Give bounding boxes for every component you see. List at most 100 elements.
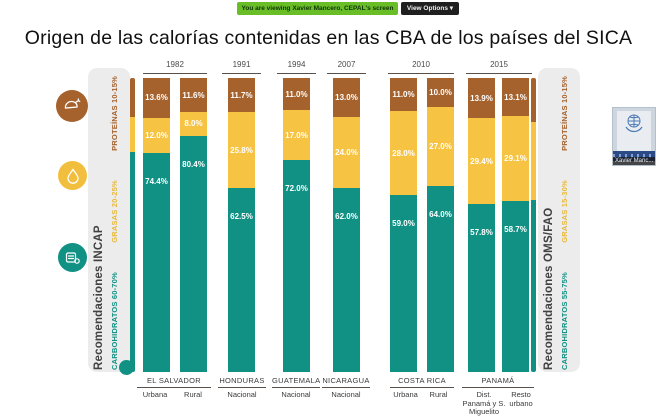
incap-recommendations-panel	[88, 68, 130, 372]
strip-fats-segment	[130, 117, 135, 152]
country-label: COSTA RICA	[390, 376, 454, 388]
proteins-segment: 11.0%	[283, 78, 310, 111]
bar-panama-dist-panama: 13.9% 29.4% 57.8%	[468, 78, 495, 372]
segment-value: 13.0%	[335, 92, 358, 102]
year-header-1982: 1982	[143, 60, 207, 74]
segment-value: 11.0%	[392, 90, 415, 99]
carbohydrates-segment: 64.0%	[427, 185, 454, 372]
strip-proteins-segment	[531, 78, 536, 122]
country-label: GUATEMALA	[272, 376, 320, 388]
proteins-segment: 13.9%	[468, 78, 495, 119]
country-label: PANAMÁ	[462, 376, 534, 388]
carbohydrates-segment: 72.0%	[283, 160, 310, 372]
chevron-down-icon: ▾	[449, 5, 454, 12]
fats-segment: 29.4%	[468, 118, 495, 204]
un-emblem-icon	[617, 111, 651, 155]
bar-guatemala-nacional: 11.0% 17.0% 72.0%	[283, 78, 310, 372]
participant-name-caption: Xavier Manc...	[613, 157, 655, 165]
carbohydrates-segment: 57.8%	[468, 203, 495, 372]
bar-el-salvador-rural: 11.6% 8.0% 80.4%	[180, 78, 207, 372]
proteins-segment: 11.0%	[390, 78, 417, 111]
proteins-segment: 11.6%	[180, 78, 207, 113]
carbohydrates-segment: 74.4%	[143, 153, 170, 372]
segment-value: 74.4%	[145, 177, 168, 187]
carbohydrates-bread-icon	[58, 243, 87, 272]
segment-value: 62.5%	[230, 212, 253, 222]
carbohydrates-segment: 59.0%	[390, 195, 417, 372]
segment-value: 17.0%	[285, 130, 308, 140]
country-label: EL SALVADOR	[137, 376, 211, 388]
subgroup-label: Rural	[184, 390, 202, 399]
strip-proteins-segment	[130, 78, 135, 117]
country-label: NICARAGUA	[322, 376, 370, 388]
subgroup-label: Nacional	[281, 390, 311, 399]
segment-value: 11.7%	[230, 90, 253, 100]
fats-segment: 28.0%	[390, 111, 417, 195]
strip-carbohydrates-segment	[531, 200, 536, 372]
subgroup-label: Nacional	[331, 390, 361, 399]
participant-video-tile[interactable]: Xavier Manc...	[612, 107, 656, 166]
subgroup-label: Nacional	[227, 390, 257, 399]
segment-value: 57.8%	[470, 227, 493, 237]
year-header-2015: 2015	[466, 60, 532, 74]
video-tile-banner	[613, 151, 655, 161]
segment-value: 10.0%	[429, 88, 452, 98]
year-header-1994: 1994	[277, 60, 316, 74]
segment-value: 80.4%	[182, 159, 205, 169]
subgroup-label: Urbana	[142, 390, 168, 399]
page-title: Origen de las calorías contenidas en las…	[24, 27, 633, 49]
segment-value: 64.0%	[429, 209, 452, 219]
segment-value: 8.0%	[184, 119, 203, 129]
bar-costa-rica-rural: 10.0% 27.0% 64.0%	[427, 78, 454, 372]
bar-honduras-nacional: 11.7% 25.8% 62.5%	[228, 78, 255, 372]
segment-value: 29.1%	[504, 154, 527, 164]
country-group-costa-rica: COSTA RICA Urbana Rural	[390, 376, 454, 400]
segment-value: 25.8%	[230, 145, 253, 155]
year-header-2007: 2007	[327, 60, 366, 74]
subgroup-label: Dist. Panamá y S. Miguelito	[462, 390, 506, 417]
segment-value: 13.1%	[504, 92, 527, 102]
country-group-guatemala: GUATEMALA Nacional	[272, 376, 320, 400]
incap-range-strip	[130, 78, 135, 372]
screen-share-banner: You are viewing Xavier Mancero, CEPAL's …	[237, 2, 398, 15]
view-options-label: View Options	[406, 5, 448, 12]
carbohydrates-segment: 62.5%	[228, 188, 255, 372]
country-group-honduras: HONDURAS Nacional	[218, 376, 266, 400]
oms-fao-range-strip	[531, 78, 536, 372]
segment-value: 11.0%	[285, 89, 308, 99]
fats-segment: 27.0%	[427, 107, 454, 186]
decorative-teal-dot	[119, 360, 134, 375]
segment-value: 62.0%	[335, 211, 358, 221]
segment-value: 72.0%	[285, 184, 308, 194]
segment-value: 59.0%	[392, 219, 415, 228]
segment-value: 28.0%	[392, 148, 415, 158]
stacked-bar-chart: 13.6% 12.0% 74.4% 11.6% 8.0% 80.4% 11.7%…	[0, 78, 657, 372]
strip-fats-segment	[531, 122, 536, 200]
fat-droplet-icon	[58, 161, 87, 190]
fats-segment: 24.0%	[333, 116, 360, 188]
fats-segment: 25.8%	[228, 112, 255, 189]
bar-costa-rica-urbana: 11.0% 28.0% 59.0%	[390, 78, 417, 372]
proteins-segment: 13.0%	[333, 78, 360, 117]
subgroup-label: Rural	[429, 390, 448, 399]
proteins-segment: 13.1%	[502, 78, 529, 117]
country-group-panama: PANAMÁ Dist. Panamá y S. Miguelito Resto…	[462, 376, 534, 417]
segment-value: 29.4%	[470, 156, 493, 166]
year-header-2010: 2010	[388, 60, 454, 74]
carbohydrates-segment: 58.7%	[502, 200, 529, 372]
segment-value: 27.0%	[429, 141, 452, 151]
proteins-segment: 11.7%	[228, 78, 255, 113]
segment-value: 11.6%	[182, 90, 205, 100]
fats-segment: 29.1%	[502, 116, 529, 201]
proteins-segment: 10.0%	[427, 78, 454, 108]
subgroup-label: Urbana	[393, 390, 418, 399]
segment-value: 13.6%	[145, 93, 168, 103]
fats-segment: 12.0%	[143, 117, 170, 154]
strip-carbohydrates-segment	[130, 152, 135, 372]
view-options-button[interactable]: View Options ▾	[401, 2, 459, 15]
protein-chicken-icon	[56, 90, 88, 122]
segment-value: 12.0%	[145, 131, 168, 141]
carbohydrates-segment: 80.4%	[180, 135, 207, 372]
country-label: HONDURAS	[218, 376, 266, 388]
